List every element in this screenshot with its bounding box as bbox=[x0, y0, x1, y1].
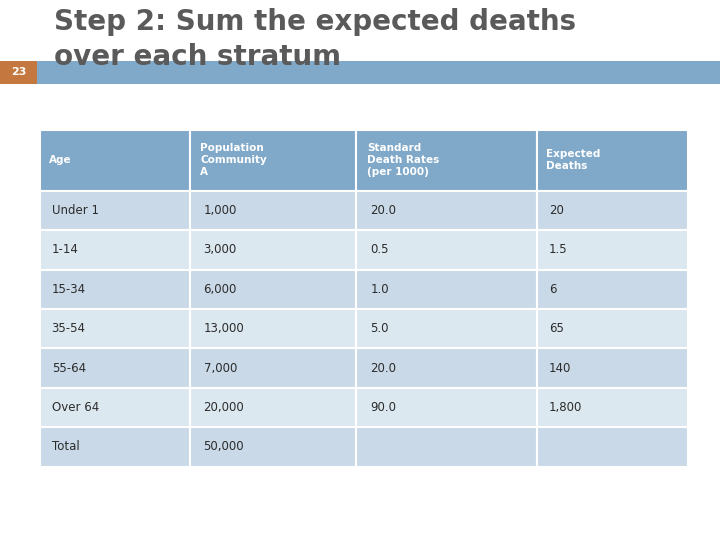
FancyBboxPatch shape bbox=[356, 348, 537, 388]
FancyBboxPatch shape bbox=[537, 191, 688, 230]
Text: Under 1: Under 1 bbox=[52, 204, 99, 217]
FancyBboxPatch shape bbox=[40, 348, 190, 388]
Text: Age: Age bbox=[49, 155, 71, 165]
FancyBboxPatch shape bbox=[190, 230, 356, 269]
FancyBboxPatch shape bbox=[40, 230, 190, 269]
Text: 55-64: 55-64 bbox=[52, 362, 86, 375]
FancyBboxPatch shape bbox=[537, 130, 688, 191]
Text: Step 2: Sum the expected deaths
over each stratum: Step 2: Sum the expected deaths over eac… bbox=[54, 8, 576, 71]
Text: 20.0: 20.0 bbox=[371, 204, 397, 217]
Text: 50,000: 50,000 bbox=[204, 441, 244, 454]
Text: 3,000: 3,000 bbox=[204, 244, 237, 256]
FancyBboxPatch shape bbox=[537, 269, 688, 309]
Text: 1.0: 1.0 bbox=[371, 283, 389, 296]
Text: 140: 140 bbox=[549, 362, 572, 375]
Text: 1,000: 1,000 bbox=[204, 204, 237, 217]
Text: 1-14: 1-14 bbox=[52, 244, 78, 256]
FancyBboxPatch shape bbox=[537, 230, 688, 269]
Text: 0.5: 0.5 bbox=[371, 244, 389, 256]
Text: 65: 65 bbox=[549, 322, 564, 335]
FancyBboxPatch shape bbox=[537, 348, 688, 388]
FancyBboxPatch shape bbox=[190, 191, 356, 230]
Text: Population
Community
A: Population Community A bbox=[200, 143, 267, 177]
FancyBboxPatch shape bbox=[356, 230, 537, 269]
FancyBboxPatch shape bbox=[356, 269, 537, 309]
FancyBboxPatch shape bbox=[40, 191, 190, 230]
FancyBboxPatch shape bbox=[356, 309, 537, 348]
FancyBboxPatch shape bbox=[40, 269, 190, 309]
Text: 15-34: 15-34 bbox=[52, 283, 86, 296]
FancyBboxPatch shape bbox=[356, 130, 537, 191]
Text: 1,800: 1,800 bbox=[549, 401, 582, 414]
Text: 20: 20 bbox=[549, 204, 564, 217]
FancyBboxPatch shape bbox=[40, 309, 190, 348]
Text: 20.0: 20.0 bbox=[371, 362, 397, 375]
Text: 90.0: 90.0 bbox=[371, 401, 397, 414]
FancyBboxPatch shape bbox=[190, 348, 356, 388]
FancyBboxPatch shape bbox=[40, 388, 190, 427]
Text: 35-54: 35-54 bbox=[52, 322, 86, 335]
FancyBboxPatch shape bbox=[190, 269, 356, 309]
FancyBboxPatch shape bbox=[0, 61, 720, 84]
FancyBboxPatch shape bbox=[537, 427, 688, 467]
FancyBboxPatch shape bbox=[0, 61, 37, 84]
Text: 5.0: 5.0 bbox=[371, 322, 389, 335]
FancyBboxPatch shape bbox=[190, 309, 356, 348]
FancyBboxPatch shape bbox=[190, 388, 356, 427]
FancyBboxPatch shape bbox=[356, 191, 537, 230]
FancyBboxPatch shape bbox=[537, 309, 688, 348]
Text: 13,000: 13,000 bbox=[204, 322, 244, 335]
FancyBboxPatch shape bbox=[40, 130, 190, 191]
Text: Total: Total bbox=[52, 441, 79, 454]
FancyBboxPatch shape bbox=[356, 427, 537, 467]
FancyBboxPatch shape bbox=[356, 388, 537, 427]
FancyBboxPatch shape bbox=[40, 427, 190, 467]
FancyBboxPatch shape bbox=[190, 427, 356, 467]
Text: 1.5: 1.5 bbox=[549, 244, 567, 256]
FancyBboxPatch shape bbox=[537, 388, 688, 427]
Text: 20,000: 20,000 bbox=[204, 401, 244, 414]
Text: 6: 6 bbox=[549, 283, 557, 296]
Text: Over 64: Over 64 bbox=[52, 401, 99, 414]
Text: Expected
Deaths: Expected Deaths bbox=[546, 149, 600, 171]
Text: Standard
Death Rates
(per 1000): Standard Death Rates (per 1000) bbox=[367, 143, 439, 177]
Text: 23: 23 bbox=[11, 68, 27, 77]
Text: 7,000: 7,000 bbox=[204, 362, 237, 375]
FancyBboxPatch shape bbox=[190, 130, 356, 191]
Text: 6,000: 6,000 bbox=[204, 283, 237, 296]
